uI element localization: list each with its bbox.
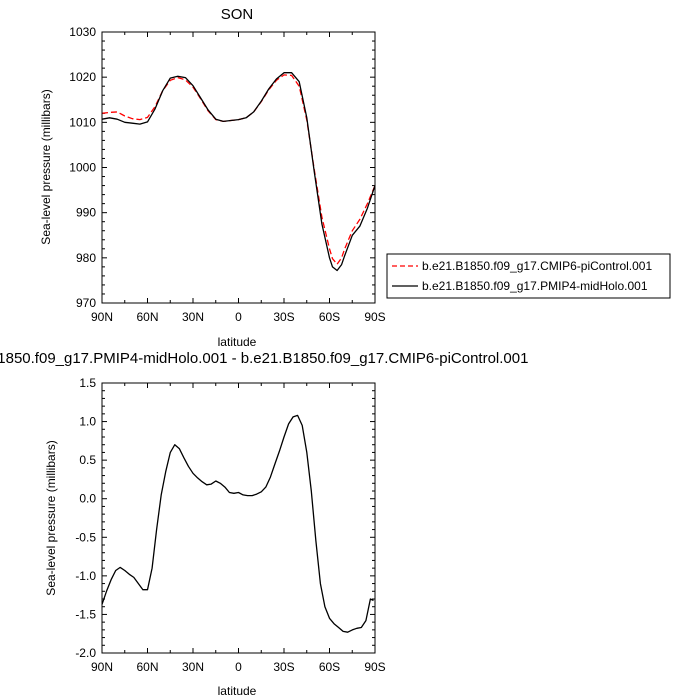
top-plot-frame	[101, 31, 376, 304]
top-y-tick-label: 1000	[69, 161, 96, 175]
top-y-tick-label: 1030	[69, 25, 96, 39]
top-x-tick-label: 90N	[91, 310, 113, 324]
bottom-x-tick-label: 30S	[273, 660, 294, 674]
bottom-plot-frame	[101, 382, 376, 654]
bottom-series-line-0	[101, 414, 374, 633]
top-series-line-0	[101, 74, 376, 265]
top-panel: SON 90N 60N 30N 0 30S 60S 90S 970 980 990 1000 1010…	[39, 6, 671, 349]
top-x-tick-label: 60N	[136, 310, 158, 324]
bottom-x-tick-label: 90S	[364, 660, 385, 674]
legend: b.e21.B1850.f09_g17.CMIP6-piControl.001 …	[386, 253, 671, 299]
bottom-x-tick-label: 0	[235, 660, 242, 674]
bottom-y-tick-label: 1.5	[79, 376, 96, 390]
bottom-y-tick-label: -0.5	[75, 530, 96, 544]
top-chart-title: SON	[221, 6, 254, 23]
bottom-x-tick-label: 60N	[136, 660, 158, 674]
legend-entry-picontrol: b.e21.B1850.f09_g17.CMIP6-piControl.001	[422, 259, 652, 273]
bottom-x-tick-label: 30N	[182, 660, 204, 674]
bottom-y-tick-label: 0.0	[79, 492, 96, 506]
top-x-tick-label: 60S	[319, 310, 340, 324]
top-x-tick-label: 0	[235, 310, 242, 324]
top-y-tick-label: 970	[76, 296, 96, 310]
top-x-tick-label: 30N	[182, 310, 204, 324]
top-plot-area: 90N 60N 30N 0 30S 60S 90S 970 980 990 1000 1010 1020…	[69, 25, 385, 324]
bottom-y-tick-label: -1.0	[75, 569, 96, 583]
bottom-y-axis-label: Sea-level pressure (millibars)	[44, 440, 58, 595]
top-y-tick-label: 1010	[69, 115, 96, 129]
bottom-x-axis-label: latitude	[218, 684, 257, 698]
legend-entry-midholo: b.e21.B1850.f09_g17.PMIP4-midHolo.001	[422, 279, 648, 293]
top-y-tick-label: 1020	[69, 70, 96, 84]
top-x-tick-label: 90S	[364, 310, 385, 324]
top-x-tick-label: 30S	[273, 310, 294, 324]
top-y-tick-label: 990	[76, 206, 96, 220]
bottom-panel: b.e21.B1850.f09_g17.PMIP4-midHolo.001 - …	[0, 350, 528, 698]
bottom-y-tick-label: 0.5	[79, 453, 96, 467]
legend-box	[386, 253, 671, 299]
bottom-x-tick-label: 60S	[319, 660, 340, 674]
bottom-plot-area: 90N 60N 30N 0 30S 60S 90S -2.0 -1.5 -1.0 -0.5 0.0 0.…	[75, 376, 385, 674]
bottom-y-tick-label: 1.0	[79, 415, 96, 429]
bottom-x-tick-label: 90N	[91, 660, 113, 674]
bottom-chart-title: b.e21.B1850.f09_g17.PMIP4-midHolo.001 - …	[0, 350, 528, 367]
top-y-axis-label: Sea-level pressure (millibars)	[39, 89, 53, 244]
top-x-axis-label: latitude	[218, 335, 257, 349]
bottom-y-tick-label: -2.0	[75, 646, 96, 660]
top-y-tick-label: 980	[76, 251, 96, 265]
top-series-line-1	[101, 72, 376, 272]
bottom-y-tick-label: -1.5	[75, 607, 96, 621]
